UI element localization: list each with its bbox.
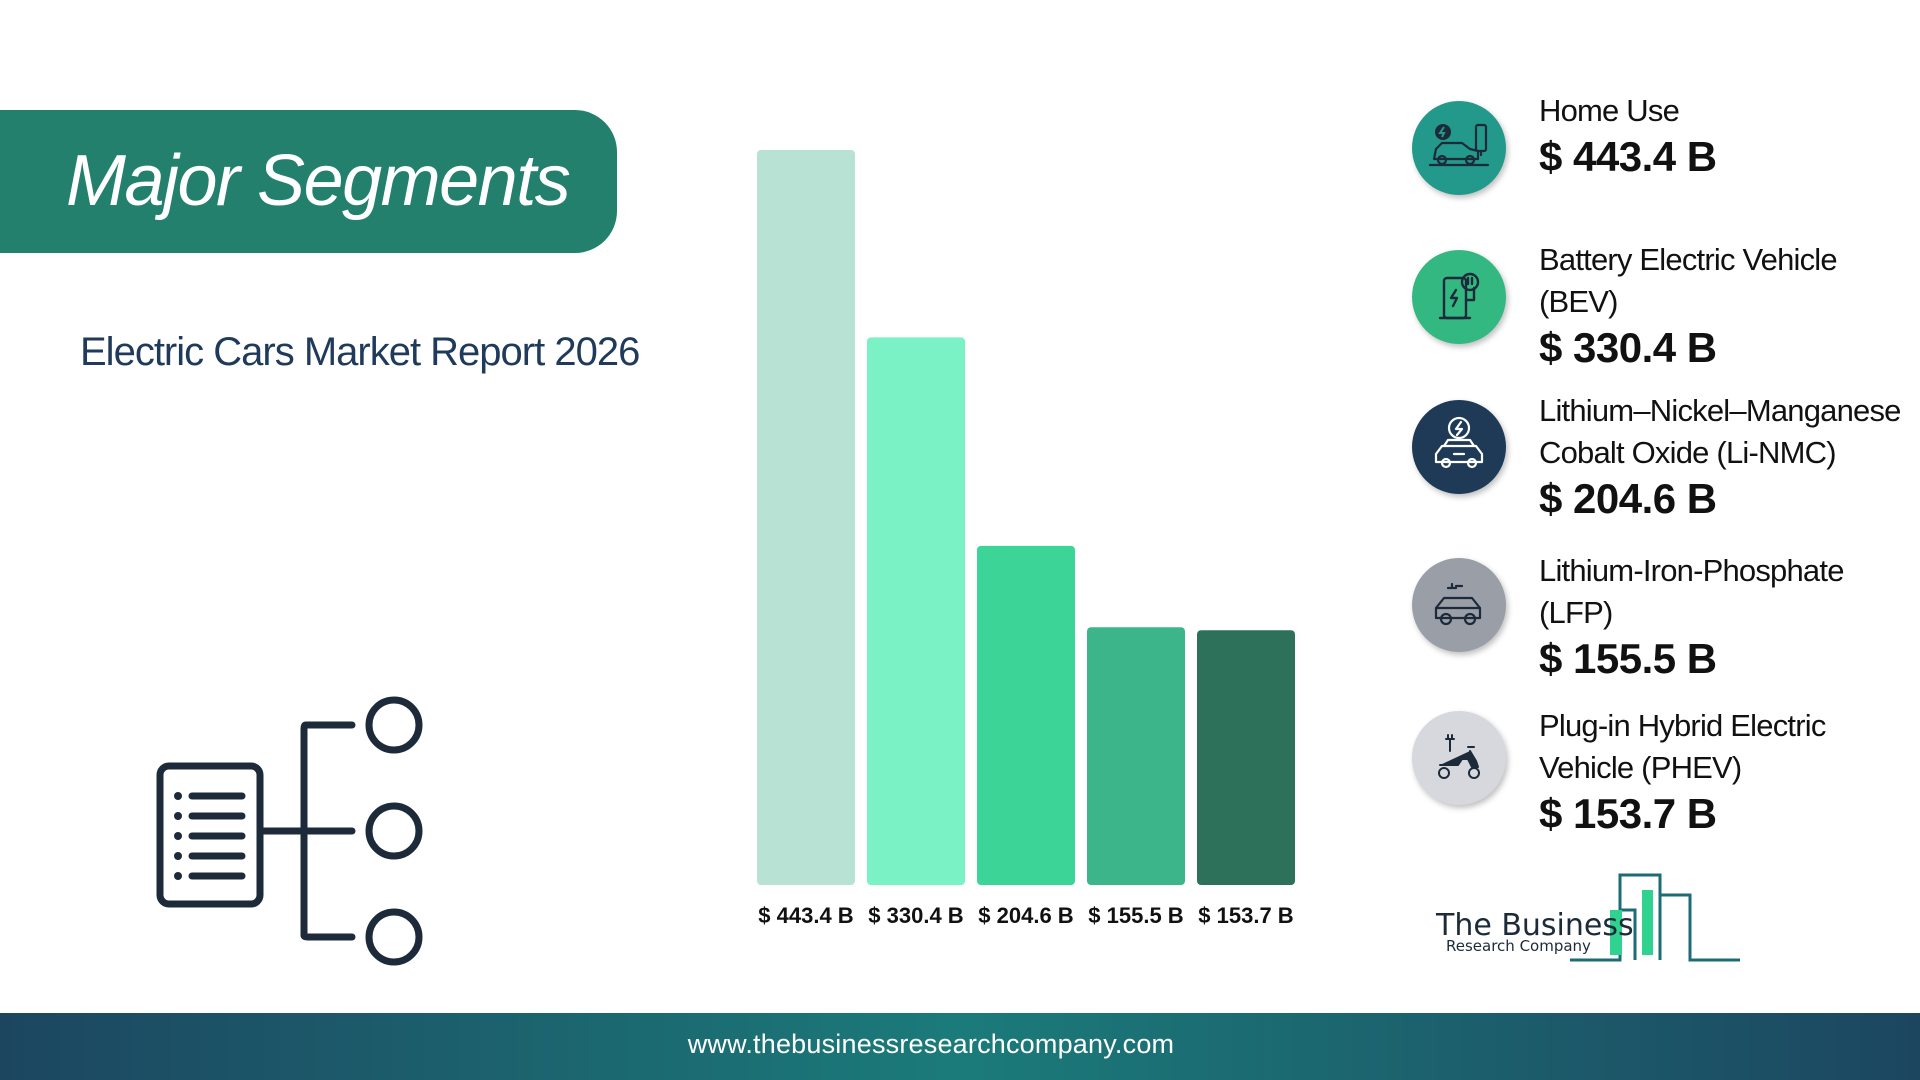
bar-value-label: $ 330.4 B (868, 903, 963, 928)
legend-value: $ 153.7 B (1539, 790, 1717, 837)
charging-station-icon (1438, 272, 1480, 320)
plug-in-car-icon (1434, 582, 1482, 626)
bar-value-label: $ 443.4 B (758, 903, 853, 928)
ev-charging-car-icon (1428, 123, 1490, 167)
legend-circle (1412, 400, 1506, 494)
legend-value: $ 204.6 B (1539, 475, 1717, 522)
company-logo: The Business Research Company (1435, 873, 1740, 962)
legend-text: Lithium–Nickel–Manganese Cobalt Oxide (L… (1539, 390, 1920, 524)
legend-label: Battery Electric Vehicle (1539, 242, 1838, 277)
legend-label: (LFP) (1539, 595, 1613, 630)
footer-bar: www.thebusinessresearchcompany.com (0, 1013, 1920, 1080)
legend-label: Cobalt Oxide (Li-NMC) (1539, 435, 1837, 470)
electric-scooter-icon (1438, 734, 1480, 779)
legend-label: Home Use (1539, 93, 1680, 128)
legend-circle (1412, 711, 1506, 805)
legend-text: Lithium-Iron-Phosphate (LFP) $ 155.5 B (1539, 550, 1920, 684)
bar-4 (1087, 627, 1185, 885)
bar-2 (867, 337, 965, 885)
logo-line1: The Business (1435, 908, 1634, 943)
bar-5 (1197, 630, 1295, 885)
legend-circle (1412, 250, 1506, 344)
page-title: Major Segments (66, 141, 571, 221)
bar-value-label: $ 155.5 B (1088, 903, 1183, 928)
bar-3 (977, 545, 1075, 885)
legend-text: Battery Electric Vehicle (BEV) $ 330.4 B (1539, 239, 1920, 373)
bar-1 (757, 150, 855, 885)
legend-value: $ 443.4 B (1539, 133, 1717, 180)
footer-url-link[interactable]: www.thebusinessresearchcompany.com (687, 1029, 1175, 1059)
legend-text: Home Use $ 443.4 B (1539, 90, 1920, 182)
legend-label: Lithium–Nickel–Manganese (1539, 393, 1901, 428)
logo-line2: Research Company (1446, 937, 1591, 955)
bar-value-label: $ 153.7 B (1198, 903, 1293, 928)
bar-chart: $ 443.4 B $ 330.4 B $ 204.6 B $ 155.5 B $ 15… (757, 150, 1295, 928)
legend-circle (1412, 101, 1506, 195)
electric-car-icon (1434, 416, 1484, 469)
legend-label: (BEV) (1539, 284, 1618, 319)
legend-text: Plug-in Hybrid Electric Vehicle (PHEV) $… (1539, 705, 1920, 839)
title-banner: Major Segments (0, 110, 617, 253)
legend-label: Lithium-Iron-Phosphate (1539, 553, 1844, 588)
legend-label: Plug-in Hybrid Electric (1539, 708, 1826, 743)
segments-tree-icon (156, 696, 423, 966)
legend-label: Vehicle (PHEV) (1539, 750, 1742, 785)
legend-circle (1412, 558, 1506, 652)
bar-value-label: $ 204.6 B (978, 903, 1073, 928)
page-subtitle: Electric Cars Market Report 2026 (80, 330, 640, 374)
legend-value: $ 155.5 B (1539, 635, 1717, 682)
legend-value: $ 330.4 B (1539, 324, 1717, 371)
